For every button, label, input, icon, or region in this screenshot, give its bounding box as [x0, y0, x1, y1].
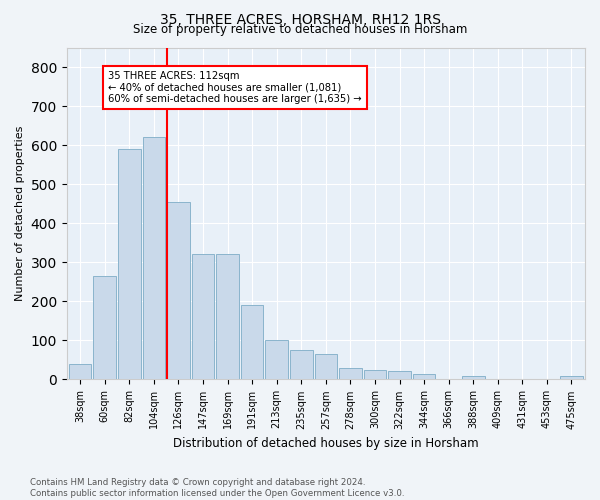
Bar: [143, 138, 165, 380]
Bar: [314, 354, 337, 380]
Bar: [241, 305, 263, 380]
Bar: [339, 368, 362, 380]
X-axis label: Distribution of detached houses by size in Horsham: Distribution of detached houses by size …: [173, 437, 479, 450]
Text: Size of property relative to detached houses in Horsham: Size of property relative to detached ho…: [133, 22, 467, 36]
Bar: [364, 370, 386, 380]
Bar: [167, 202, 190, 380]
Bar: [94, 276, 116, 380]
Text: 35, THREE ACRES, HORSHAM, RH12 1RS: 35, THREE ACRES, HORSHAM, RH12 1RS: [160, 12, 440, 26]
Bar: [290, 350, 313, 380]
Bar: [413, 374, 436, 380]
Bar: [118, 149, 140, 380]
Bar: [69, 364, 91, 380]
Y-axis label: Number of detached properties: Number of detached properties: [15, 126, 25, 301]
Bar: [388, 371, 411, 380]
Bar: [462, 376, 485, 380]
Text: 35 THREE ACRES: 112sqm
← 40% of detached houses are smaller (1,081)
60% of semi-: 35 THREE ACRES: 112sqm ← 40% of detached…: [108, 70, 362, 104]
Text: Contains HM Land Registry data © Crown copyright and database right 2024.
Contai: Contains HM Land Registry data © Crown c…: [30, 478, 404, 498]
Bar: [216, 254, 239, 380]
Bar: [265, 340, 288, 380]
Bar: [560, 376, 583, 380]
Bar: [191, 254, 214, 380]
